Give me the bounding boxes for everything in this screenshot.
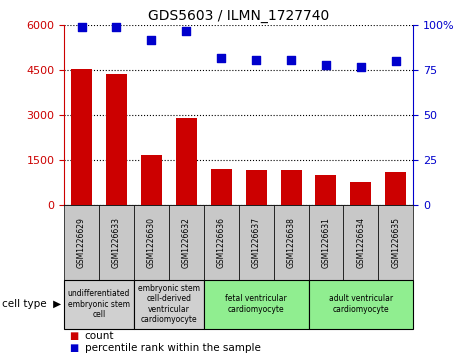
Point	[252, 57, 260, 62]
Text: GSM1226629: GSM1226629	[77, 217, 86, 268]
Text: ■: ■	[69, 331, 78, 341]
Bar	[71, 69, 92, 205]
Text: GSM1226636: GSM1226636	[217, 217, 226, 268]
Text: GSM1226630: GSM1226630	[147, 217, 156, 268]
Bar	[106, 74, 127, 205]
Text: undifferentiated
embryonic stem
cell: undifferentiated embryonic stem cell	[68, 289, 130, 319]
Text: GSM1226634: GSM1226634	[356, 217, 365, 268]
Text: GSM1226632: GSM1226632	[182, 217, 191, 268]
Point	[182, 28, 190, 34]
Text: percentile rank within the sample: percentile rank within the sample	[85, 343, 260, 354]
Text: GSM1226637: GSM1226637	[252, 217, 261, 268]
Title: GDS5603 / ILMN_1727740: GDS5603 / ILMN_1727740	[148, 9, 329, 23]
Point	[78, 24, 86, 30]
Bar	[141, 155, 162, 205]
Text: count: count	[85, 331, 114, 341]
Bar	[246, 170, 266, 205]
Text: GSM1226638: GSM1226638	[286, 217, 295, 268]
Point	[218, 55, 225, 61]
Point	[392, 58, 399, 64]
Point	[287, 57, 295, 62]
Point	[322, 62, 330, 68]
Bar	[176, 118, 197, 205]
Text: GSM1226635: GSM1226635	[391, 217, 400, 268]
Text: GSM1226631: GSM1226631	[322, 217, 331, 268]
Text: GSM1226633: GSM1226633	[112, 217, 121, 268]
Bar	[211, 168, 232, 205]
Point	[148, 37, 155, 43]
Point	[357, 64, 365, 70]
Point	[113, 24, 120, 30]
Text: adult ventricular
cardiomyocyte: adult ventricular cardiomyocyte	[329, 294, 393, 314]
Text: cell type  ▶: cell type ▶	[2, 299, 61, 309]
Bar	[281, 170, 302, 205]
Bar	[351, 182, 371, 205]
Bar	[315, 175, 336, 205]
Text: fetal ventricular
cardiomyocyte: fetal ventricular cardiomyocyte	[225, 294, 287, 314]
Text: ■: ■	[69, 343, 78, 354]
Text: embryonic stem
cell-derived
ventricular
cardiomyocyte: embryonic stem cell-derived ventricular …	[138, 284, 200, 324]
Bar	[385, 172, 406, 205]
